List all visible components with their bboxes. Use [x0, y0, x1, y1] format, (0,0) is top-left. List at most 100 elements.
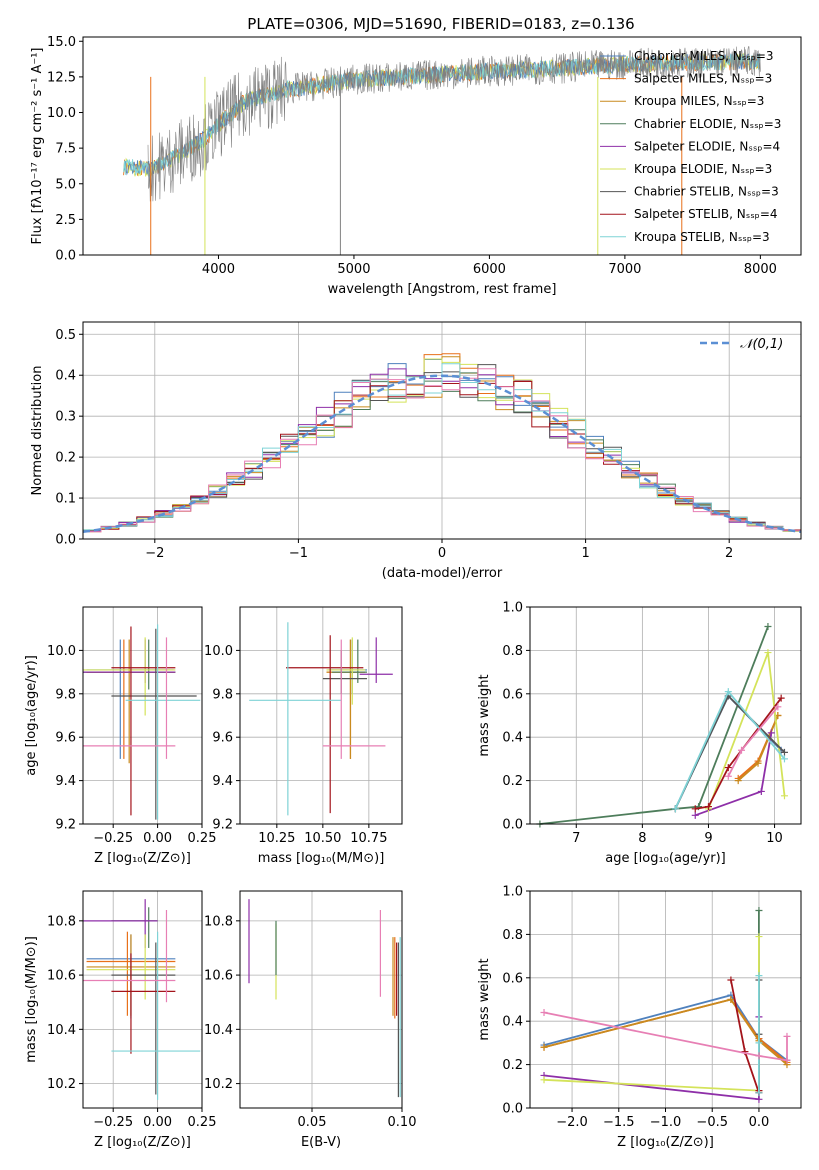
x-tick-label: 8000 [744, 262, 777, 277]
y-tick-label: 0.2 [502, 1058, 523, 1073]
x-tick-label: −2 [145, 546, 164, 561]
legend-label: Kroupa MILES, Nₛₛₚ=3 [634, 94, 764, 108]
y-tick-label: 12.5 [47, 70, 76, 85]
y-tick-label: 7.5 [55, 142, 76, 157]
y-tick-label: 10.4 [204, 1023, 233, 1038]
y-tick-label: 9.2 [55, 818, 76, 833]
x-axis-label: Z [log₁₀(Z/Z⊙)] [617, 1135, 714, 1150]
normal-curve [82, 374, 802, 534]
y-tick-label: 0.5 [55, 328, 76, 343]
x-tick-label: 0.05 [298, 1115, 327, 1130]
axes-frame [239, 606, 403, 825]
y-tick-label: 9.2 [212, 818, 233, 833]
plots: Chabrier MILES, Nₛₛₚ=3 Salpeter MILES, Nₛ… [24, 35, 802, 1150]
weight-marker [767, 729, 775, 737]
x-axis-label: Z [log₁₀(Z/Z⊙)] [94, 1135, 191, 1150]
weight-line [674, 694, 782, 810]
y-tick-label: 0.6 [502, 687, 523, 702]
weight-marker [764, 649, 772, 657]
weight-marker [757, 787, 765, 795]
x-tick-label: −0.25 [93, 831, 133, 846]
spectrum-panel: Chabrier MILES, Nₛₛₚ=3 Salpeter MILES, Nₛ… [30, 35, 802, 297]
legend-label: Chabrier STELIB, Nₛₛₚ=3 [634, 185, 779, 199]
y-tick-label: 5.0 [55, 177, 76, 192]
mass-vs-ebv-panel: 0.05 0.10 10.2 10.4 10.6 10.8 E(B-V) [204, 890, 417, 1150]
mass-vs-z-panel: −0.25 0.00 0.25 10.2 10.4 10.6 10.8 Z [log₁₀(Z/… [24, 890, 217, 1150]
y-tick-label: 0.0 [55, 249, 76, 264]
axes-frame [239, 890, 403, 1109]
axes-frame [82, 606, 203, 825]
x-tick-label: 10 [766, 831, 783, 846]
spectrum-legend: Chabrier MILES, Nₛₛₚ=3 Salpeter MILES, Nₛ… [600, 49, 781, 244]
y-axis-label: Normed distribution [30, 366, 45, 496]
y-tick-label: 9.4 [212, 774, 233, 789]
weight-marker [727, 996, 735, 1003]
weight-line [543, 1011, 788, 1062]
weight-marker [724, 764, 732, 772]
weight-line [730, 979, 760, 1094]
y-tick-label: 10.2 [47, 1077, 76, 1092]
legend-label: Kroupa ELODIE, Nₛₛₚ=3 [634, 162, 772, 176]
x-tick-label: 1 [581, 546, 589, 561]
y-tick-label: 9.6 [55, 731, 76, 746]
y-tick-label: 0.6 [502, 971, 523, 986]
weight-marker [704, 803, 712, 811]
weight-marker [724, 772, 732, 780]
weight-marker [755, 1052, 763, 1060]
y-tick-label: 10.2 [204, 1077, 233, 1092]
x-tick-label: 5000 [337, 262, 370, 277]
y-tick-label: 0.8 [502, 928, 523, 943]
x-tick-label: 0.25 [188, 1115, 217, 1130]
y-tick-label: 1.0 [502, 885, 523, 900]
x-tick-label: 7 [572, 831, 580, 846]
weight-marker [755, 1039, 763, 1047]
x-tick-label: 0.10 [388, 1115, 417, 1130]
y-tick-label: 10.8 [47, 914, 76, 929]
x-axis-label: (data-model)/error [382, 566, 503, 581]
y-tick-label: 10.4 [47, 1023, 76, 1038]
y-axis-label: age [log₁₀(age/yr)] [24, 655, 39, 776]
axes-frame [82, 890, 203, 1109]
weight-marker [764, 623, 772, 631]
legend-label: Chabrier ELODIE, Nₛₛₚ=3 [634, 117, 781, 131]
weight-marker [727, 976, 735, 984]
figure-title: PLATE=0306, MJD=51690, FIBERID=0183, z=0… [247, 15, 634, 33]
age-vs-mass-panel: 10.25 10.50 10.75 9.2 9.4 9.6 9.8 10.0 mass [log… [204, 606, 403, 866]
weight-marker [755, 933, 763, 941]
weight-marker [783, 1056, 791, 1064]
x-axis-label: Z [log₁₀(Z/Z⊙)] [94, 851, 191, 866]
y-tick-label: 10.0 [47, 106, 76, 121]
x-axis-label: wavelength [Angstrom, rest frame] [328, 282, 557, 297]
legend-label: Chabrier MILES, Nₛₛₚ=3 [634, 49, 774, 63]
y-tick-label: 10.0 [47, 644, 76, 659]
observed-spectrum-line [147, 46, 761, 202]
x-tick-label: 4000 [202, 262, 235, 277]
x-tick-label: 10.75 [350, 831, 387, 846]
y-tick-label: 2.5 [55, 213, 76, 228]
y-tick-label: 1.0 [502, 601, 523, 616]
weight-marker [734, 777, 742, 785]
spectrum-lines [123, 46, 761, 255]
weight-marker [738, 746, 746, 754]
x-tick-label: −1 [289, 546, 308, 561]
y-tick-label: 0.3 [55, 410, 76, 425]
weight-line [543, 1016, 760, 1101]
y-tick-label: 0.0 [502, 1102, 523, 1117]
weight-marker [691, 805, 699, 813]
y-tick-label: 10.6 [47, 969, 76, 984]
weight-line [539, 626, 769, 825]
weight-line [543, 936, 760, 1092]
y-tick-label: 0.2 [55, 451, 76, 466]
y-axis-label: mass weight [477, 674, 492, 756]
y-axis-label: mass weight [477, 958, 492, 1040]
x-tick-label: −1.5 [603, 1115, 635, 1130]
y-tick-label: 0.2 [502, 774, 523, 789]
age-vs-z-panel: −0.25 0.00 0.25 9.2 9.4 9.6 9.8 10.0 Z [log₁₀(Z/… [24, 606, 216, 866]
y-tick-label: 0.4 [55, 369, 76, 384]
legend-label: Kroupa STELIB, Nₛₛₚ=3 [634, 230, 770, 244]
weight-marker [774, 703, 782, 711]
x-tick-label: 0.00 [143, 1115, 172, 1130]
weight-marker [540, 1043, 548, 1051]
legend-label: Salpeter MILES, Nₛₛₚ=3 [634, 72, 772, 86]
